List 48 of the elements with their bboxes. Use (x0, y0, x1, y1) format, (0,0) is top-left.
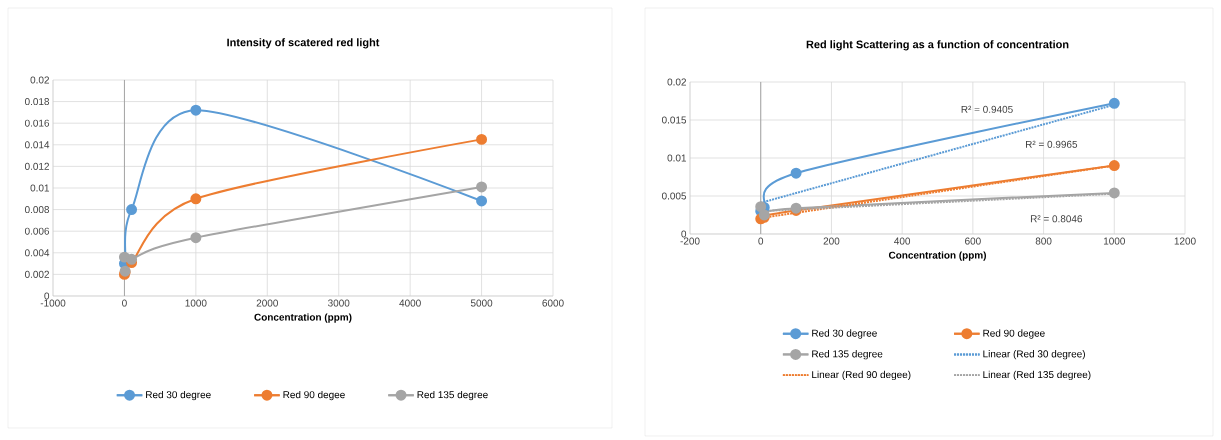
chart-title: Red light Scattering as a function of concentration (806, 40, 1069, 51)
y-tick-label: 0.005 (661, 192, 687, 200)
x-axis-title: Concentration (ppm) (888, 251, 986, 261)
legend-label: Linear (Red 30 degree) (983, 350, 1085, 360)
annotation: R² = 0.9405 (961, 105, 1013, 113)
x-tick-label: 3000 (328, 299, 350, 307)
y-tick-label: 0.002 (24, 270, 49, 278)
y-tick-label: 0.012 (24, 162, 49, 170)
y-tick-label: 0.02 (30, 76, 49, 84)
legend-label: Red 90 degee (983, 329, 1045, 339)
x-tick-label: 1000 (1103, 237, 1125, 245)
x-tick-label: 600 (965, 237, 981, 245)
legend-label: Red 135 degree (417, 390, 488, 401)
legend-label: Red 90 degee (283, 390, 345, 401)
x-tick-label: 2000 (256, 299, 278, 307)
y-tick-label: 0.016 (24, 119, 50, 127)
x-axis-title: Concentration (ppm) (254, 313, 352, 323)
legend-label: Red 30 degree (146, 390, 211, 401)
y-tick-label: 0.01 (30, 184, 50, 192)
x-tick-label: 1000 (185, 299, 207, 307)
annotation: R² = 0.9965 (1026, 140, 1078, 148)
y-tick-label: 0 (681, 230, 687, 238)
y-tick-label: 0.008 (24, 206, 50, 214)
y-tick-label: 0.02 (667, 78, 686, 86)
x-tick-label: 0 (122, 299, 127, 307)
x-tick-label: -200 (680, 237, 700, 245)
y-tick-label: 0.018 (24, 98, 50, 106)
legend-label: Red 30 degree (812, 329, 877, 339)
x-tick-label: 400 (894, 237, 911, 245)
y-tick-label: 0.01 (667, 154, 687, 162)
x-tick-label: 5000 (470, 299, 493, 307)
x-tick-label: 0 (758, 237, 764, 245)
annotation: R² = 0.8046 (1030, 215, 1083, 223)
legend-label: Red 135 degree (812, 350, 883, 360)
legend-label: Linear (Red 135 degree) (983, 370, 1091, 381)
y-tick-label: 0.014 (24, 141, 50, 149)
chart-title: Intensity of scatered red light (227, 38, 380, 49)
y-tick-label: 0.006 (24, 227, 50, 235)
x-tick-label: 200 (823, 237, 840, 245)
x-tick-label: 4000 (399, 299, 421, 307)
x-tick-label: 6000 (542, 299, 564, 307)
legend-label: Linear (Red 90 degee) (812, 370, 911, 381)
y-tick-label: 0.004 (24, 249, 50, 257)
x-tick-label: -1000 (40, 299, 66, 307)
x-tick-label: 1200 (1174, 237, 1196, 245)
y-tick-label: 0 (44, 292, 50, 300)
x-tick-label: 800 (1035, 237, 1052, 245)
y-tick-label: 0.015 (661, 116, 687, 124)
